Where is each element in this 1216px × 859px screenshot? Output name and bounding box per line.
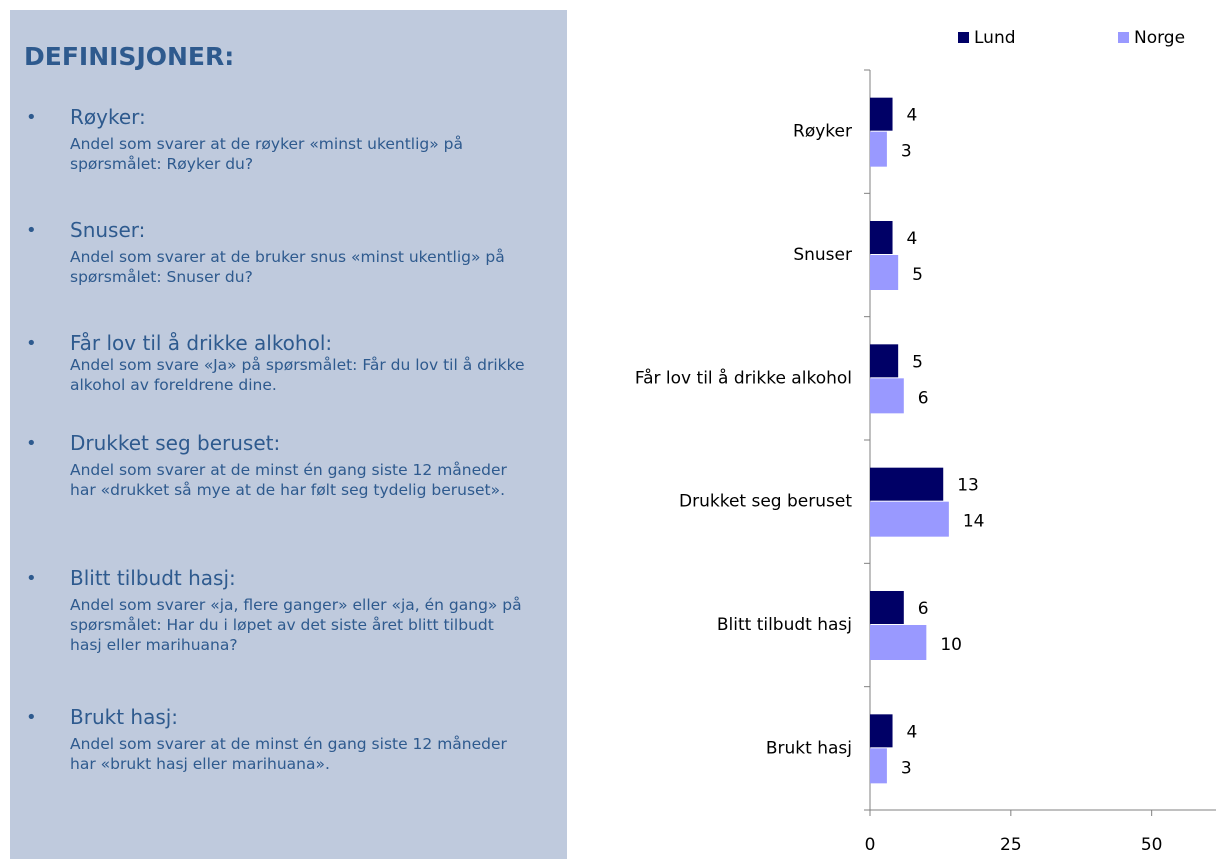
value-label: 13 — [957, 476, 979, 496]
definition-text: Andel som svarer «ja, flere ganger» elle… — [70, 596, 522, 654]
bar — [870, 221, 893, 254]
y-tick-label: Brukt hasj — [766, 738, 852, 758]
definition-term: Får lov til å drikke alkohol: — [70, 331, 333, 355]
value-label: 5 — [912, 265, 923, 285]
definition-term: Blitt tilbudt hasj: — [70, 566, 236, 590]
bar — [870, 501, 949, 537]
bar — [870, 748, 887, 784]
value-label: 6 — [918, 388, 929, 408]
bar — [870, 625, 927, 660]
bar — [870, 467, 944, 501]
bullet: • — [26, 568, 37, 589]
value-label: 3 — [901, 142, 912, 162]
bar — [870, 131, 887, 167]
value-label: 4 — [907, 229, 918, 249]
y-tick-label: Røyker — [793, 122, 852, 142]
definition-text: Andel som svarer at de røyker «minst uke… — [70, 135, 464, 173]
definitions-title: DEFINISJONER: — [24, 42, 235, 71]
y-tick-label: Blitt tilbudt hasj — [717, 615, 852, 635]
definition-term: Snuser: — [70, 218, 146, 242]
bullet: • — [26, 333, 37, 354]
value-label: 3 — [901, 758, 912, 778]
bullet: • — [26, 433, 37, 454]
bullet: • — [26, 220, 37, 241]
bar — [870, 344, 899, 378]
x-tick-label: 0 — [865, 835, 876, 855]
definition-text: Andel som svarer at de minst én gang sis… — [70, 735, 507, 773]
bullet: • — [26, 107, 37, 128]
y-tick-label: Drukket seg beruset — [679, 492, 852, 512]
definitions-panel: DEFINISJONER: • Røyker: Andel som svarer a… — [10, 10, 567, 859]
x-tick-label: 50 — [1141, 835, 1163, 855]
bar — [870, 378, 904, 414]
x-tick-label: 25 — [1000, 835, 1022, 855]
bullet: • — [26, 707, 37, 728]
legend-swatch — [958, 32, 969, 43]
definition-term: Brukt hasj: — [70, 705, 179, 729]
definition-text: Andel som svarer at de bruker snus «mins… — [70, 248, 505, 286]
bar — [870, 255, 899, 290]
bar — [870, 591, 904, 624]
value-label: 4 — [907, 106, 918, 126]
value-label: 14 — [963, 512, 985, 532]
value-label: 6 — [918, 599, 929, 619]
value-label: 5 — [912, 352, 923, 372]
legend-label: Norge — [1134, 28, 1185, 48]
definition-term: Røyker: — [70, 105, 146, 129]
definition-term: Drukket seg beruset: — [70, 431, 281, 455]
value-label: 4 — [907, 722, 918, 742]
value-label: 10 — [940, 635, 962, 655]
bar — [870, 97, 893, 131]
bar — [870, 714, 893, 748]
definition-text: Andel som svare «Ja» på spørsmålet: Får … — [70, 356, 525, 394]
y-tick-label: Får lov til å drikke alkohol — [635, 367, 852, 388]
legend-label: Lund — [974, 28, 1016, 48]
legend-swatch — [1118, 32, 1129, 43]
y-tick-label: Snuser — [793, 245, 852, 265]
definition-text: Andel som svarer at de minst én gang sis… — [70, 461, 507, 499]
